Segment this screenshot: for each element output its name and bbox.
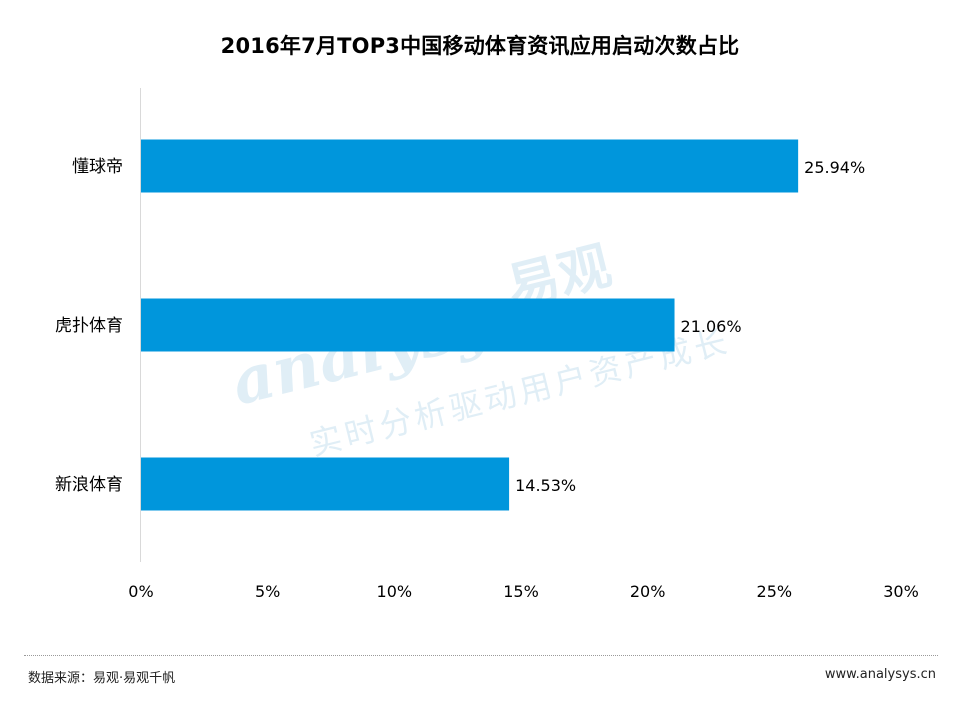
footer-source: 数据来源：易观·易观千帆 bbox=[28, 671, 176, 686]
bar bbox=[141, 457, 510, 511]
category-label: 新浪体育 bbox=[55, 475, 123, 495]
category-label: 懂球帝 bbox=[72, 157, 123, 177]
x-tick-label: 15% bbox=[503, 582, 539, 601]
x-tick-label: 0% bbox=[128, 582, 153, 601]
x-tick-label: 10% bbox=[377, 582, 413, 601]
data-label: 25.94% bbox=[804, 158, 865, 177]
data-label: 21.06% bbox=[681, 317, 742, 336]
bar bbox=[141, 139, 799, 193]
footer-url: www.analysys.cn bbox=[824, 667, 936, 682]
bars-group bbox=[141, 139, 799, 511]
x-tick-label: 30% bbox=[883, 582, 919, 601]
x-tick-label: 5% bbox=[255, 582, 280, 601]
footer-divider bbox=[24, 655, 938, 656]
x-tick-label: 25% bbox=[757, 582, 793, 601]
labels-group: 0% 5% 10% 15% 20% 25% 30% 懂球帝 25.94% 虎扑体育 21.06% 新浪… bbox=[55, 157, 919, 601]
x-tick-label: 20% bbox=[630, 582, 666, 601]
category-label: 虎扑体育 bbox=[55, 316, 123, 336]
chart-title: 2016年7月TOP3中国移动体育资讯应用启动次数占比 bbox=[220, 34, 740, 58]
bar bbox=[141, 298, 675, 352]
data-label: 14.53% bbox=[515, 476, 576, 495]
